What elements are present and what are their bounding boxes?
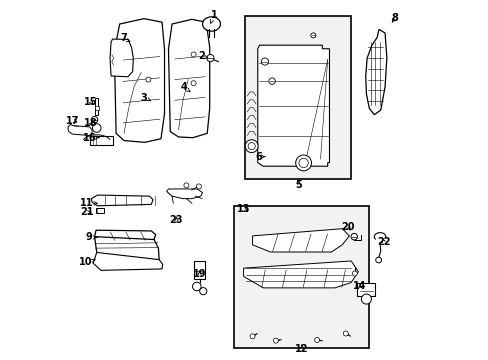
Circle shape	[314, 337, 319, 342]
Text: 21: 21	[81, 207, 94, 217]
Circle shape	[92, 124, 101, 132]
Polygon shape	[114, 19, 164, 142]
Text: 14: 14	[352, 281, 365, 291]
Text: 8: 8	[391, 13, 398, 23]
Circle shape	[249, 334, 255, 339]
Polygon shape	[94, 230, 155, 241]
Circle shape	[192, 282, 201, 291]
Circle shape	[247, 143, 255, 150]
Bar	[244, 16, 351, 179]
Circle shape	[298, 158, 307, 168]
Bar	[357, 283, 374, 296]
Circle shape	[191, 52, 196, 57]
Circle shape	[145, 77, 151, 82]
Text: 4: 4	[180, 82, 190, 92]
Text: 7: 7	[120, 33, 130, 43]
Text: 18: 18	[84, 118, 98, 128]
Text: 16: 16	[82, 133, 99, 143]
Text: 12: 12	[295, 343, 308, 354]
Circle shape	[351, 271, 357, 276]
Circle shape	[361, 294, 371, 304]
Text: 19: 19	[193, 269, 206, 279]
Text: 11: 11	[80, 198, 97, 208]
Circle shape	[191, 81, 196, 86]
Text: 10: 10	[79, 257, 95, 267]
Text: 20: 20	[341, 222, 354, 232]
Circle shape	[273, 338, 278, 343]
Text: 15: 15	[84, 97, 98, 107]
Bar	[95, 107, 99, 110]
Circle shape	[295, 155, 311, 171]
Polygon shape	[110, 39, 133, 77]
Polygon shape	[93, 252, 163, 270]
Polygon shape	[94, 237, 159, 262]
Polygon shape	[168, 19, 209, 138]
Polygon shape	[243, 261, 358, 288]
Circle shape	[199, 288, 206, 295]
Text: 3: 3	[141, 93, 150, 103]
Text: 17: 17	[66, 116, 80, 126]
Text: 5: 5	[294, 180, 301, 190]
Circle shape	[196, 184, 201, 189]
Polygon shape	[68, 125, 92, 135]
Circle shape	[183, 183, 188, 188]
Text: 6: 6	[255, 152, 264, 162]
Circle shape	[244, 140, 258, 153]
Circle shape	[206, 54, 214, 62]
Ellipse shape	[202, 17, 220, 31]
Circle shape	[343, 331, 347, 336]
Text: 9: 9	[85, 232, 97, 242]
Text: 23: 23	[169, 215, 183, 225]
Bar	[234, 206, 368, 348]
Bar	[96, 208, 103, 213]
Polygon shape	[252, 229, 348, 252]
Text: 1: 1	[210, 10, 217, 23]
Bar	[194, 261, 205, 279]
Circle shape	[350, 233, 357, 240]
Polygon shape	[91, 195, 153, 206]
Circle shape	[91, 117, 98, 123]
Circle shape	[261, 58, 268, 65]
Polygon shape	[257, 45, 329, 166]
Circle shape	[310, 33, 315, 38]
Text: 2: 2	[198, 51, 207, 61]
Text: 13: 13	[237, 204, 250, 215]
Polygon shape	[365, 30, 386, 115]
Text: 22: 22	[376, 237, 389, 247]
Circle shape	[375, 257, 381, 263]
Polygon shape	[95, 98, 98, 116]
Polygon shape	[166, 189, 202, 199]
Circle shape	[268, 78, 275, 84]
Bar	[90, 136, 112, 145]
